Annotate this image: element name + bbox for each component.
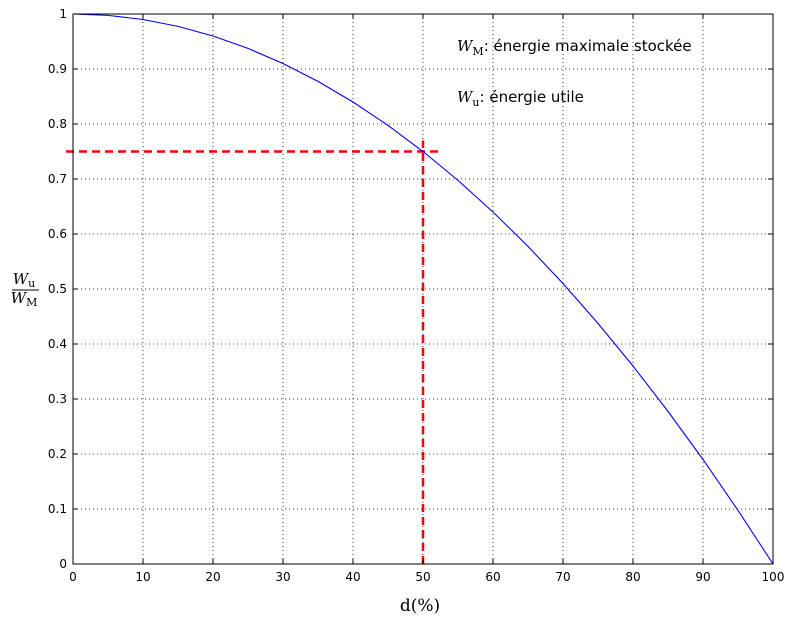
x-tick-label: 50	[415, 570, 430, 584]
y-tick-label: 0.8	[48, 117, 67, 131]
x-tick-label: 40	[345, 570, 360, 584]
svg-text:Wu: énergie utile: Wu: énergie utile	[457, 88, 584, 109]
series-lines	[72, 13, 774, 565]
y-tick-label: 0.4	[48, 337, 67, 351]
svg-text:Wu: Wu	[13, 270, 36, 290]
axis-ticks: 0 10 20 30 40 50 60 70 80 90 100 0 0.1 0.2 0.3 0.4 0.5 0.…	[48, 7, 785, 584]
y-tick-label: 0.1	[48, 502, 67, 516]
svg-text:WM: WM	[11, 289, 38, 309]
y-tick-label: 0.3	[48, 392, 67, 406]
series-line	[72, 13, 774, 565]
y-label-num-sub: u	[28, 277, 35, 290]
svg-text:WM: énergie maximale stockée: WM: énergie maximale stockée	[457, 37, 692, 58]
x-tick-label: 80	[625, 570, 640, 584]
y-label-den-var: W	[11, 289, 28, 307]
y-label-den-sub: M	[26, 296, 37, 309]
annotation-wm-sub: M	[472, 45, 483, 58]
y-tick-label: 0	[59, 557, 67, 571]
x-tick-label: 10	[135, 570, 150, 584]
y-tick-label: 1	[59, 7, 67, 21]
annotation-wm: WM: énergie maximale stockée	[457, 37, 692, 58]
y-tick-label: 0.7	[48, 172, 67, 186]
x-tick-label: 20	[205, 570, 220, 584]
y-axis-label: Wu WM	[11, 270, 39, 309]
annotation-wm-var: W	[457, 37, 474, 55]
annotation-wu-sub: u	[472, 96, 479, 109]
annotation-wm-text: : énergie maximale stockée	[484, 37, 692, 55]
annotation-wu: Wu: énergie utile	[457, 88, 584, 109]
y-tick-label: 0.2	[48, 447, 67, 461]
y-label-num-var: W	[13, 270, 30, 288]
reference-lines	[66, 140, 441, 564]
x-axis-label: d(%)	[400, 596, 440, 615]
x-tick-label: 0	[69, 570, 77, 584]
x-tick-label: 70	[555, 570, 570, 584]
y-tick-label: 0.5	[48, 282, 67, 296]
y-tick-label: 0.6	[48, 227, 67, 241]
y-tick-label: 0.9	[48, 62, 67, 76]
x-tick-label: 100	[762, 570, 785, 584]
annotation-wu-var: W	[457, 88, 474, 106]
x-tick-label: 60	[485, 570, 500, 584]
x-tick-label: 90	[695, 570, 710, 584]
x-tick-label: 30	[275, 570, 290, 584]
grid-lines	[73, 14, 773, 564]
annotation-wu-text: : énergie utile	[480, 88, 584, 106]
